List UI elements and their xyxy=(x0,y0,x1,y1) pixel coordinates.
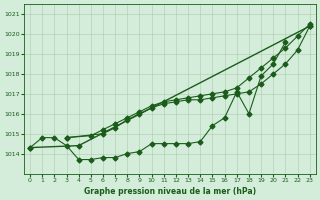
X-axis label: Graphe pression niveau de la mer (hPa): Graphe pression niveau de la mer (hPa) xyxy=(84,187,256,196)
